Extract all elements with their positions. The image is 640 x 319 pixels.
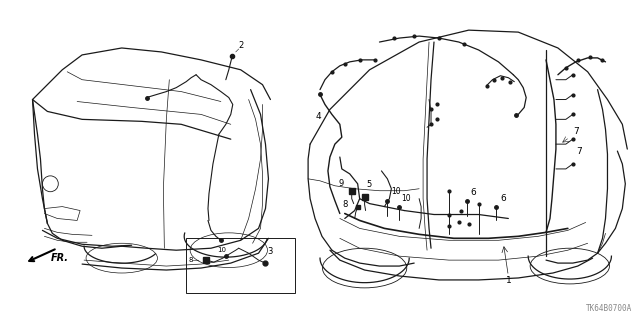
Text: 10: 10 [218,247,227,253]
Text: 2: 2 [238,41,243,49]
Text: 5: 5 [367,180,372,189]
Text: 8—: 8— [189,257,200,263]
Text: 6: 6 [500,194,506,203]
Text: 10: 10 [401,194,411,203]
Text: 1: 1 [506,276,512,285]
Text: 7: 7 [576,147,582,156]
Text: 9: 9 [339,179,344,188]
Text: 10: 10 [392,187,401,196]
Text: 3: 3 [268,247,273,256]
Text: FR.: FR. [51,253,68,263]
Text: 4: 4 [316,112,322,121]
Text: TK64B0700A: TK64B0700A [586,304,632,313]
Text: 6: 6 [470,188,476,197]
Bar [186,238,295,293]
Text: 8: 8 [342,200,348,209]
Text: 7: 7 [573,127,579,136]
